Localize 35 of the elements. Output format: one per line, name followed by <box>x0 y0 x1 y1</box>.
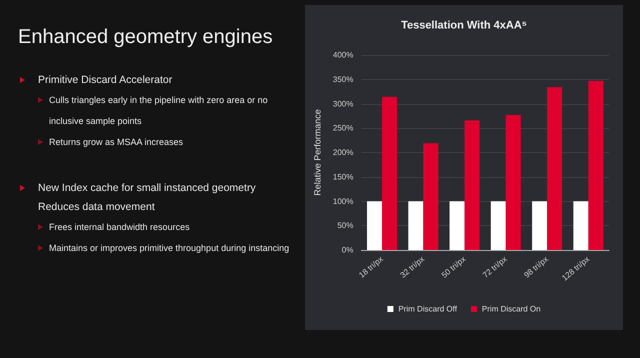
y-tick-label: 400% <box>332 50 354 60</box>
y-axis-title: Relative Performance <box>312 109 322 196</box>
y-tick-label: 250% <box>332 124 354 133</box>
bar <box>450 201 465 250</box>
bar <box>408 201 424 250</box>
text: Enhanced geometry engines <box>18 26 274 49</box>
y-tick-label: 50% <box>337 221 354 230</box>
y-tick-label: 300% <box>332 99 354 108</box>
text: New Index cache for small instanced geometry <box>38 182 256 194</box>
bar <box>573 201 588 250</box>
bar <box>506 114 521 250</box>
text: Frees internal bandwidth resources <box>49 222 190 232</box>
y-tick-label: 200% <box>332 148 354 157</box>
legend-label: Prim Discard On <box>482 304 541 314</box>
y-tick-label: 100% <box>332 196 354 206</box>
bar <box>532 201 548 250</box>
legend-label: Prim Discard Off <box>398 304 458 314</box>
bar <box>423 143 438 250</box>
bar <box>367 201 382 250</box>
x-tick-label: 128 tri/px <box>560 254 592 283</box>
bar <box>547 87 562 250</box>
bar <box>464 120 480 250</box>
text: Returns grow as MSAA increases <box>49 137 184 147</box>
x-tick-label: 72 tri/px <box>481 254 509 280</box>
text: Culls triangles early in the pipeline with zero area or no inclusive sample points <box>49 95 268 126</box>
y-tick-label: 150% <box>332 172 354 182</box>
bar <box>588 80 604 250</box>
text: Maintains or improves primitive throughput during instancing <box>49 243 290 253</box>
y-tick-label: 0% <box>342 246 354 254</box>
y-tick-label: 350% <box>332 74 354 84</box>
text: Primitive Discard Accelerator <box>38 74 172 86</box>
bar <box>490 201 506 250</box>
text: Reduces data movement <box>38 201 155 213</box>
chart-title: Tessellation With 4xAA⁵ <box>401 20 527 32</box>
bar <box>382 96 397 250</box>
